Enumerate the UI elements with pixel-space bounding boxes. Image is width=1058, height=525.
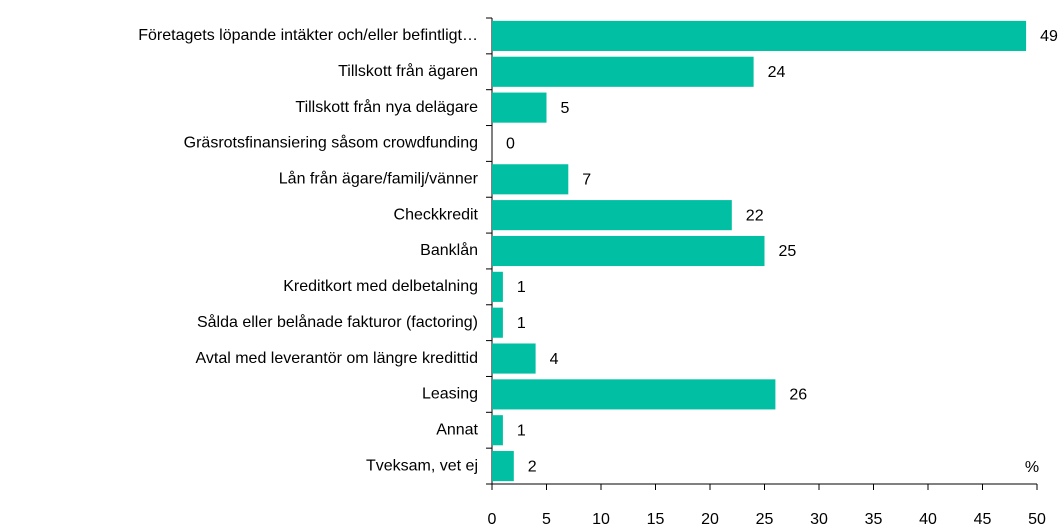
data-label: 7 [582, 172, 591, 189]
bar [492, 235, 765, 267]
x-tick-label: 20 [701, 511, 719, 525]
bar [492, 271, 503, 302]
data-label: 4 [550, 351, 559, 368]
y-tick-label: Tillskott från ägaren [338, 62, 478, 80]
data-label: 1 [517, 279, 526, 296]
bar [492, 56, 754, 87]
bar [492, 379, 776, 410]
axis-unit-label: % [1025, 459, 1039, 476]
data-label: 25 [779, 243, 797, 260]
x-tick-label: 10 [592, 511, 610, 525]
data-label: 26 [789, 387, 807, 404]
data-label: 1 [517, 315, 526, 332]
y-tick-label: Annat [436, 421, 478, 438]
y-tick-label: Gräsrotsfinansiering såsom crowdfunding [184, 134, 478, 152]
y-tick-label: Tillskott från nya delägare [295, 98, 478, 116]
bar [492, 307, 503, 338]
x-tick-label: 30 [810, 511, 828, 525]
y-tick-label: Sålda eller belånade fakturor (factoring… [197, 313, 478, 331]
y-tick-label: Tveksam, vet ej [366, 457, 478, 474]
data-label: 24 [768, 64, 786, 81]
data-label: 22 [746, 207, 764, 224]
x-tick-label: 0 [488, 511, 497, 525]
x-tick-label: 35 [865, 511, 883, 525]
x-tick-label: 25 [756, 511, 774, 525]
bar [492, 92, 547, 123]
bar [492, 343, 536, 374]
x-tick-label: 5 [542, 511, 551, 525]
x-tick-label: 45 [974, 511, 992, 525]
bar [492, 20, 1027, 51]
y-tick-label: Företagets löpande intäkter och/eller be… [138, 27, 478, 44]
bar [492, 164, 569, 195]
data-label: 1 [517, 422, 526, 439]
data-label: 49 [1040, 28, 1058, 45]
y-tick-label: Avtal med leverantör om längre kredittid [195, 350, 478, 367]
y-tick-label: Kreditkort med delbetalning [283, 278, 478, 295]
x-tick-label: 15 [647, 511, 665, 525]
x-tick-label: 40 [919, 511, 937, 525]
data-label: 5 [561, 100, 570, 117]
x-tick-label: 50 [1028, 511, 1046, 525]
data-label: 0 [506, 136, 515, 153]
y-tick-label: Leasing [422, 386, 478, 403]
bar [492, 415, 503, 446]
bar [492, 451, 514, 482]
data-label: 2 [528, 458, 537, 475]
y-tick-label: Banklån [420, 241, 478, 259]
y-tick-label: Checkkredit [394, 206, 479, 223]
y-tick-label: Lån från ägare/familj/vänner [279, 170, 479, 188]
bar [492, 200, 732, 231]
